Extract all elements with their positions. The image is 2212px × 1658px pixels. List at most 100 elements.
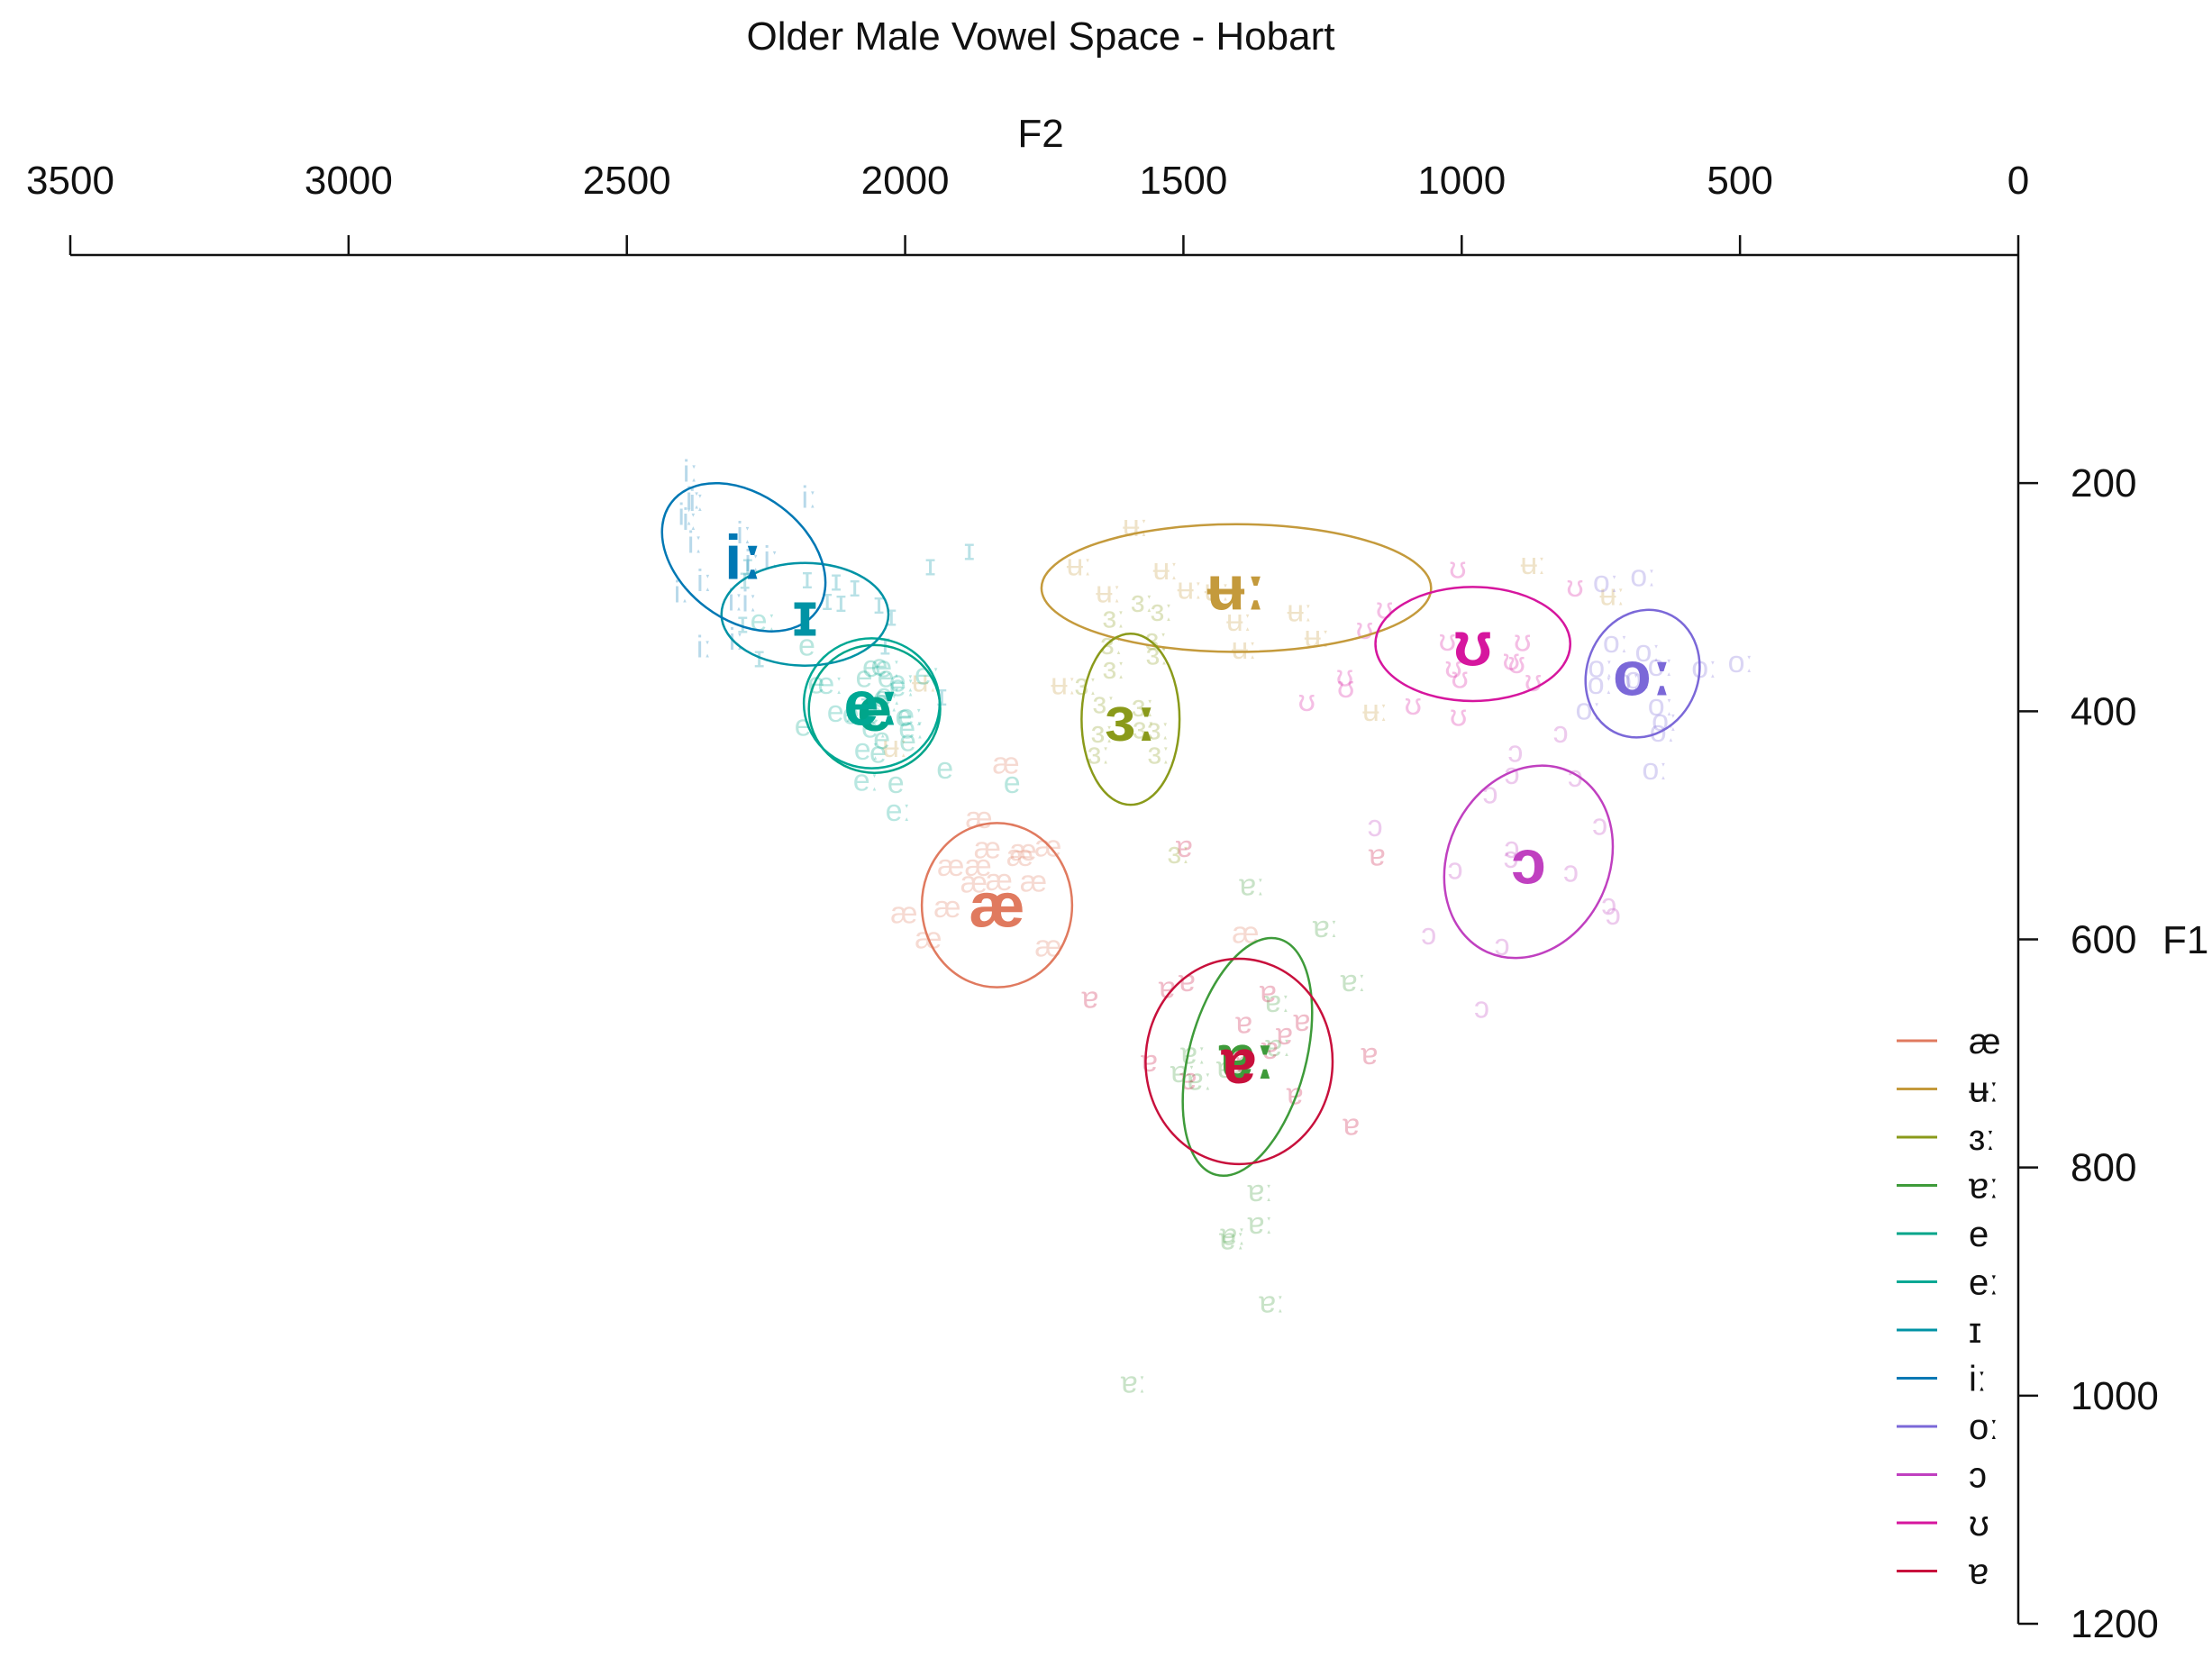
vowel-token: oː [1593, 565, 1618, 599]
vowel-token: e [878, 660, 895, 694]
vowel-ellipse [1584, 608, 1701, 739]
vowel-token: ɐ [1343, 1107, 1360, 1142]
legend-label: ɜː [1969, 1118, 1995, 1158]
vowel-token: ʊ [1356, 612, 1373, 646]
vowel-token: e [855, 660, 872, 694]
vowel-token: ɐː [1313, 910, 1338, 944]
vowel-token: oː [1625, 661, 1650, 696]
vowel-token: ʉː [1226, 604, 1252, 638]
vowel-token: ɜː [1168, 836, 1190, 870]
vowel-token: ɪ [925, 548, 936, 582]
vowel-token: ɜː [1151, 594, 1173, 628]
vowel-token: æ [1020, 864, 1047, 898]
vowel-token: ɐ [1361, 1037, 1379, 1071]
vowel-token: ɔ [1368, 809, 1383, 843]
vowel-token: ɪ [802, 561, 813, 596]
vowel-centroid-label: e [857, 674, 892, 744]
vowel-token: æ [1010, 834, 1037, 868]
vowel-token: æ [1006, 839, 1033, 873]
vowel-token: ʊ [1452, 660, 1469, 695]
vowel-token: ʉː [1362, 694, 1388, 728]
vowel-token: ɔ [1505, 757, 1520, 791]
vowel-token: ɪ [860, 688, 871, 722]
vowel-token: ɜː [1088, 737, 1110, 771]
vowel-token: eː [873, 684, 898, 718]
vowel-token: ʊ [1439, 624, 1456, 658]
vowel-token: ʊ [1337, 670, 1354, 705]
vowel-token: ɜː [1091, 715, 1114, 750]
x-tick-label: 3000 [305, 159, 393, 203]
vowel-token: æ [965, 801, 992, 835]
vowel-token: ɔ [1568, 760, 1583, 794]
legend-label: e [1969, 1215, 1989, 1254]
vowel-centroid-label: ɔ [1511, 826, 1546, 897]
vowel-token: ʉː [1051, 667, 1076, 701]
vowel-token: eː [889, 664, 915, 698]
vowel-token: iː [674, 576, 689, 610]
vowel-token: ʉː [1096, 576, 1121, 610]
vowel-ellipse [660, 481, 827, 633]
vowel-token: ɐː [1187, 1062, 1212, 1097]
vowel-token: e [899, 724, 916, 759]
vowel-token: ɜː [1131, 585, 1153, 619]
vowel-token: ʉː [1123, 509, 1148, 543]
vowel-token: æ [964, 849, 991, 883]
x-tick-label: 2500 [583, 159, 671, 203]
vowel-token: ɔ [1421, 917, 1436, 952]
x-axis-label: F2 [1017, 112, 1063, 156]
vowel-token: ɐ [1176, 830, 1193, 864]
y-axis-label: F1 [2162, 918, 2208, 962]
vowel-centroid-label: iː [724, 522, 763, 592]
y-tick-label: 1000 [2071, 1374, 2159, 1418]
vowel-token: ʉː [882, 730, 907, 764]
vowel-token: ʊ [1444, 651, 1461, 685]
vowel-centroid-label: ɪ [792, 579, 817, 650]
vowel-token: e [798, 629, 815, 663]
vowel-token: ɐ [1294, 1004, 1311, 1038]
vowel-token: ɐ [1159, 970, 1176, 1005]
vowel-token: ɔ [1504, 831, 1519, 865]
vowel-token: e [936, 752, 953, 786]
x-tick-label: 2000 [861, 159, 950, 203]
vowel-token: e [873, 680, 890, 715]
vowel-token: ʊ [1514, 624, 1531, 658]
vowel-token: iː [744, 544, 760, 578]
vowel-ellipse [1443, 764, 1615, 960]
vowel-token: iː [729, 623, 744, 657]
vowel-token: ʉː [1599, 578, 1625, 613]
vowel-centroid-label: ɐː [1218, 1022, 1275, 1092]
vowel-ellipse [1144, 957, 1334, 1166]
vowel-token: ʉː [1287, 595, 1312, 629]
x-tick-label: 1000 [1417, 159, 1506, 203]
vowel-token: æ [933, 890, 960, 925]
legend-label: ʊ [1969, 1504, 1989, 1544]
vowel-token: ɜː [1132, 689, 1154, 724]
vowel-token: ɔ [1553, 715, 1569, 750]
vowel-centroid-label: æ [969, 870, 1024, 941]
vowel-token: iː [802, 481, 817, 515]
vowel-token: ʊ [1336, 659, 1353, 693]
vowel-token: iː [682, 503, 697, 537]
vowel-token: ɜː [1093, 686, 1115, 720]
vowel-token: oː [1648, 688, 1673, 723]
vowel-token: ɐ [1276, 1017, 1293, 1052]
vowel-token: eː [861, 710, 887, 744]
vowel-token: oː [1728, 645, 1753, 679]
vowel-token: iː [686, 481, 701, 515]
vowel-token: ɪ [964, 533, 975, 567]
vowel-token: eː [897, 698, 923, 733]
vowel-token: ɜː [1148, 737, 1170, 771]
vowel-token: oː [1588, 650, 1613, 684]
vowel-token: æ [1232, 916, 1259, 950]
vowel-token: oː [1648, 649, 1673, 683]
vowel-token: ʊ [1503, 642, 1520, 677]
vowel-ellipse [920, 822, 1074, 988]
vowel-ellipse [1080, 633, 1181, 806]
vowel-token: ɐː [1216, 1051, 1242, 1085]
legend-label: ɔ [1969, 1456, 1987, 1496]
legend-label: oː [1969, 1407, 1998, 1447]
vowel-token: ɐ [1234, 1045, 1252, 1080]
vowel-centroid-label: ɐ [1221, 1026, 1257, 1097]
vowel-token: ɐː [1220, 1218, 1245, 1253]
